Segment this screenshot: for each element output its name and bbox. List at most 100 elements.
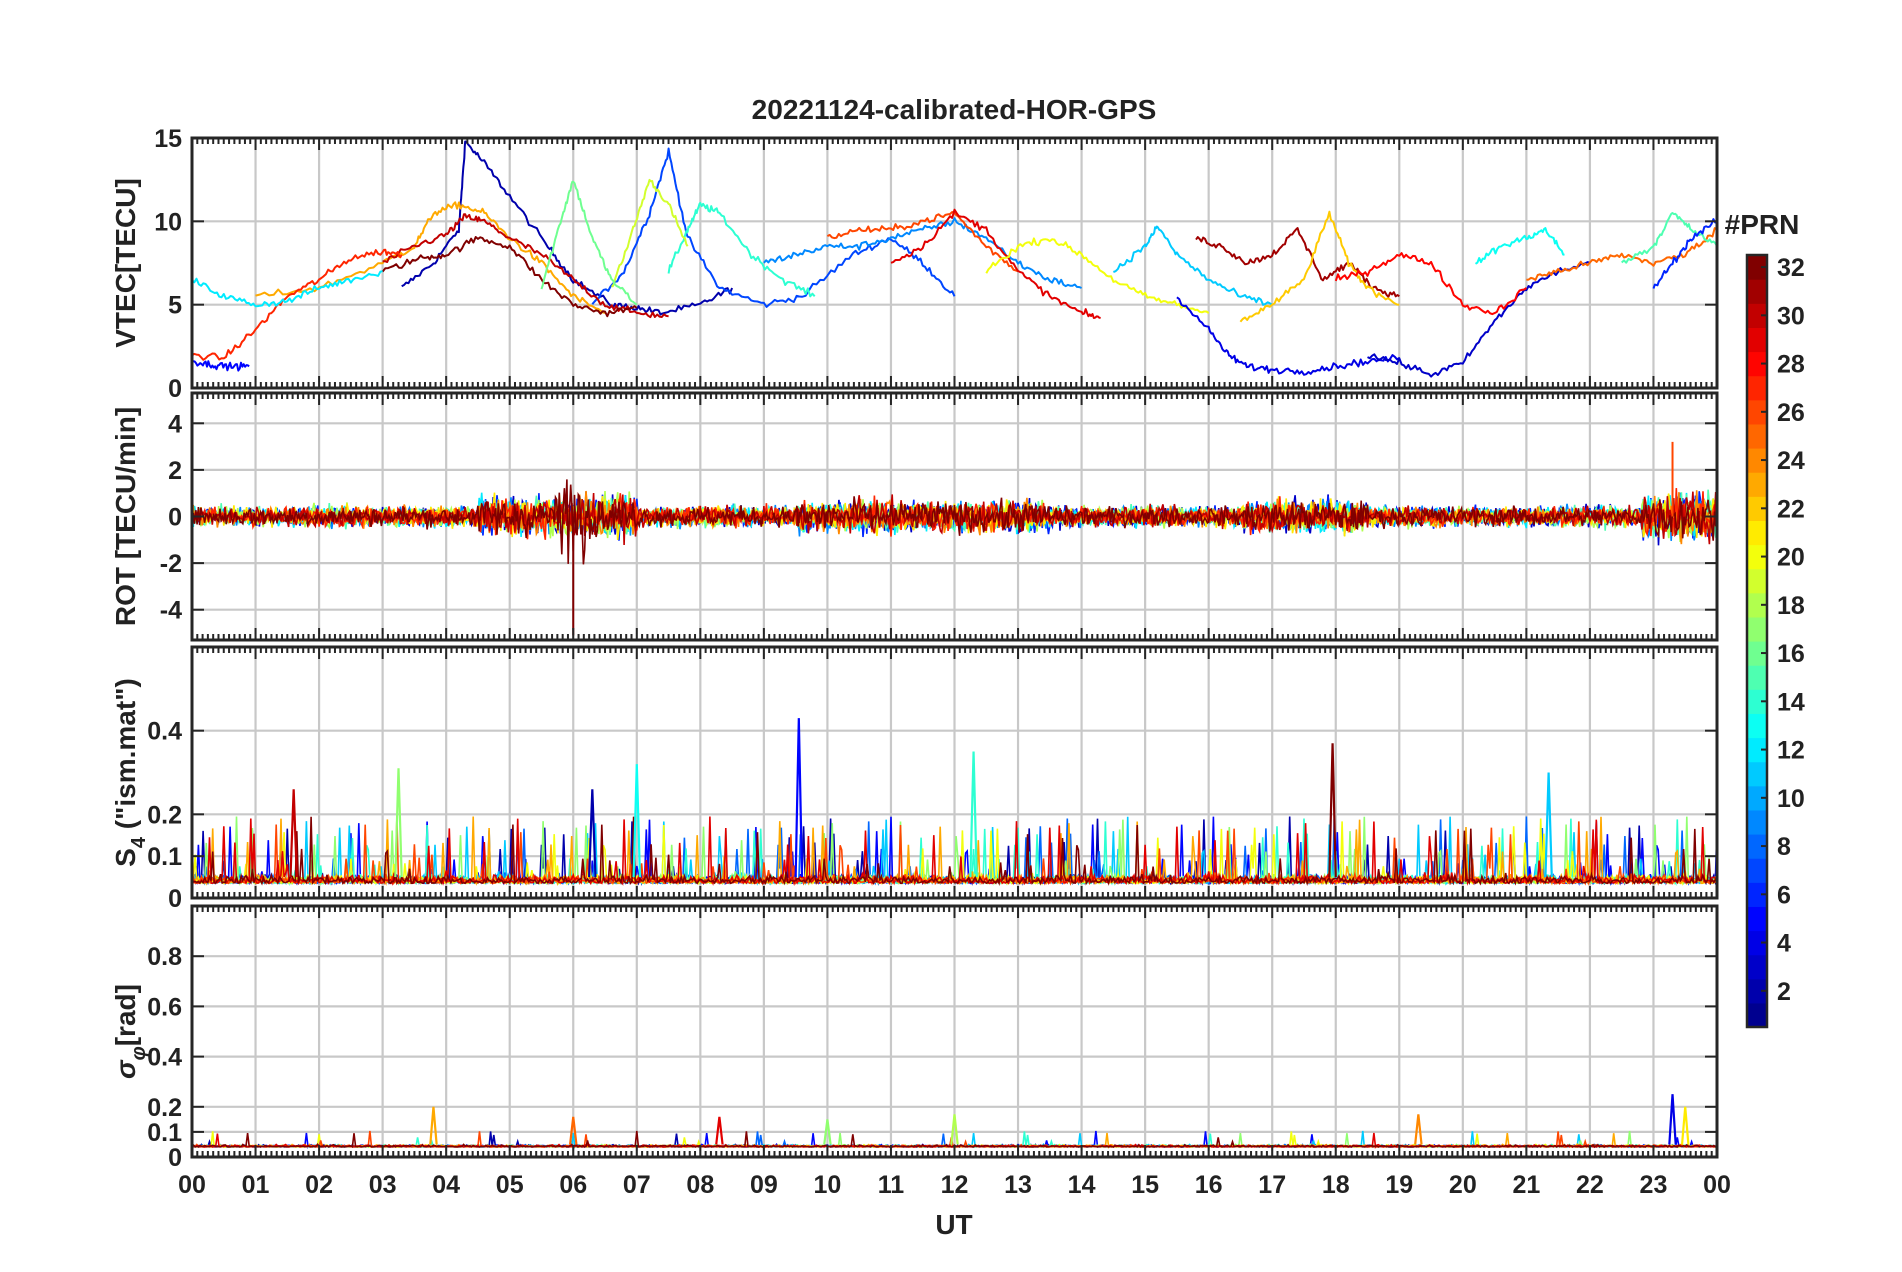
peak-prn-11 (1544, 772, 1553, 878)
colorbar-swatch-prn-27 (1747, 375, 1767, 401)
series-line-prn-28 (1334, 252, 1527, 316)
x-tick-label: 23 (1640, 1171, 1668, 1199)
x-tick-label: 04 (432, 1171, 460, 1199)
colorbar-tick-label: 28 (1777, 351, 1805, 379)
y-tick-label: 0.6 (147, 993, 182, 1021)
colorbar-swatch-prn-22 (1747, 496, 1767, 521)
peak-prn-13 (632, 764, 642, 878)
x-tick-label: 00 (178, 1171, 206, 1199)
x-tick-label: 21 (1512, 1171, 1540, 1199)
colorbar-tick-label: 24 (1777, 447, 1805, 475)
series-line-prn-19 (611, 178, 689, 288)
x-tick-label: 09 (750, 1171, 778, 1199)
peak-prn-18 (950, 1114, 959, 1145)
colorbar-swatch-prn-32 (1747, 255, 1767, 280)
series-line-prn-15 (1621, 212, 1717, 264)
series-line-prn-20 (985, 237, 1210, 314)
colorbar-swatch-prn-4 (1747, 930, 1767, 956)
y-axis-label-vtec: VTEC[TECU] (110, 178, 141, 348)
axes-frame (190, 391, 1719, 642)
y-tick-label: 4 (168, 410, 182, 438)
colorbar-tick-label: 10 (1777, 785, 1805, 813)
colorbar-tick-label: 18 (1777, 592, 1805, 620)
series-line-prn-25 (1526, 227, 1717, 281)
series-line-prn-5 (192, 360, 250, 372)
panel-sigma_phi: 00.10.2 0.4 0.6 0.8 σφ[rad] (110, 904, 1719, 1172)
y-label-main: S (110, 848, 141, 867)
colorbar-swatch-prn-15 (1747, 665, 1767, 690)
x-tick-label: 14 (1068, 1171, 1096, 1199)
y-tick-label: 0.1 (147, 843, 182, 871)
axes-frame (190, 904, 1719, 1159)
x-tick-label: 01 (242, 1171, 270, 1199)
colorbar-tick-label: 6 (1777, 881, 1791, 909)
peak-prn-25 (568, 1116, 578, 1145)
x-tick-label: 17 (1258, 1171, 1286, 1199)
y-label-rest: [rad] (110, 984, 141, 1046)
colorbar-swatch-prn-19 (1747, 568, 1767, 594)
colorbar-swatch-prn-12 (1747, 737, 1767, 763)
series-line-prn-11 (1113, 225, 1273, 306)
y-tick-label: -4 (160, 597, 182, 625)
colorbar-swatch-prn-9 (1747, 809, 1767, 835)
panel-rot: -4 -2 0 2 4 ROT [TECU/min] (110, 391, 1719, 642)
series-line-prn-13 (1474, 227, 1565, 265)
grid (192, 906, 1717, 1157)
y-tick-label: 15 (154, 125, 182, 153)
x-tick-label: 00 (1703, 1171, 1731, 1199)
series-line-prn-2 (401, 140, 734, 316)
x-tick-labels: 00 01 02 03 04 05 06 07 08 09 10 11 12 13 14 15 16 17 18 19… (178, 1171, 1731, 1199)
colorbar-swatch-prn-8 (1747, 834, 1767, 859)
x-tick-label: 20 (1449, 1171, 1477, 1199)
series-group (192, 140, 1717, 378)
peak-prn-17 (394, 768, 403, 878)
colorbar-tick-label: 14 (1777, 688, 1805, 716)
x-tick-label: 13 (1004, 1171, 1032, 1199)
x-tick-label: 06 (559, 1171, 587, 1199)
colorbar-swatch-prn-1 (1747, 1002, 1767, 1028)
y-tick-label: 2 (168, 457, 182, 485)
peak-prn-32 (1328, 743, 1337, 878)
colorbar-swatch-prn-3 (1747, 954, 1767, 980)
x-tick-label: 22 (1576, 1171, 1604, 1199)
colorbar-tick-label: 26 (1777, 399, 1805, 427)
colorbar-tick-label: 12 (1777, 737, 1805, 765)
y-tick-label: 0 (168, 1144, 182, 1172)
colorbar-tick-label: 32 (1777, 254, 1805, 282)
peak-prn-29 (715, 1116, 724, 1145)
series-line-prn-23 (255, 201, 606, 314)
x-tick-label: 08 (686, 1171, 714, 1199)
x-tick-label: 05 (496, 1171, 524, 1199)
x-axis-label: UT (935, 1209, 972, 1240)
colorbar-tick-label: 4 (1777, 930, 1791, 958)
peak-prn-2 (588, 789, 597, 878)
y-label-main: σ (110, 1059, 141, 1079)
y-tick-label: 0.1 (147, 1119, 182, 1147)
series-line-prn-6 (1652, 218, 1717, 289)
axes-frame (190, 136, 1719, 390)
peak-prn-17 (823, 1119, 832, 1145)
colorbar-swatch-prn-7 (1747, 858, 1767, 883)
colorbar-swatch-prn-28 (1747, 351, 1767, 377)
y-tick-label: 0.2 (147, 801, 182, 829)
series-line-prn-32 (192, 816, 1717, 887)
axes-frame (190, 645, 1719, 900)
y-axis-label-sigma_phi: σφ[rad] (110, 984, 150, 1079)
panel-vtec: 0 5 10 15 VTEC[TECU] (110, 125, 1719, 403)
y-tick-label: 0 (168, 504, 182, 532)
y-tick-label: 0.4 (147, 1044, 182, 1072)
series-group (192, 718, 1717, 887)
colorbar-swatch-prn-6 (1747, 882, 1767, 907)
y-tick-label: 0.4 (147, 718, 182, 746)
series-line-prn-31 (1195, 227, 1400, 298)
series-line-prn-16 (540, 180, 638, 306)
series-line-prn-26 (826, 211, 1019, 273)
peak-prn-14 (969, 751, 978, 878)
series-line-prn-29 (890, 208, 1101, 319)
x-tick-label: 10 (814, 1171, 842, 1199)
y-tick-label: 0.2 (147, 1094, 182, 1122)
series-line-prn-27 (192, 248, 403, 361)
x-tick-label: 03 (369, 1171, 397, 1199)
